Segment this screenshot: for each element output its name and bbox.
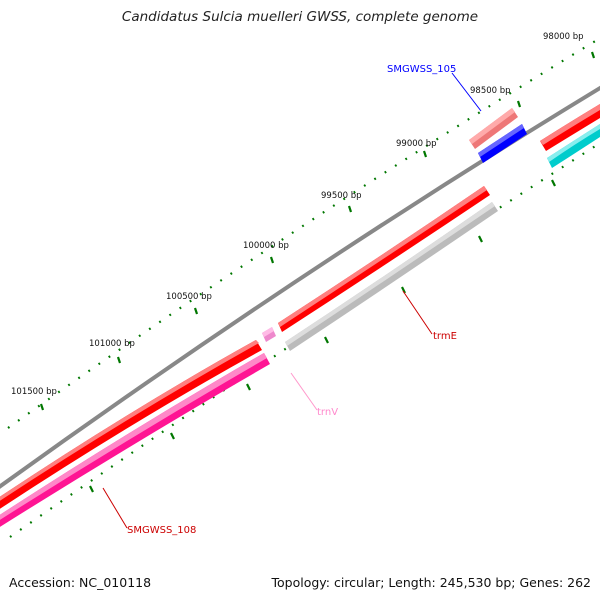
tick-label: 98000 bp — [543, 32, 584, 42]
tick-mark — [422, 150, 428, 158]
tick-mark — [590, 51, 596, 59]
tick-label: 100000 bp — [243, 241, 289, 251]
accession-label: Accession: NC_010118 — [9, 575, 152, 590]
gene-smgwss-105 — [469, 108, 518, 149]
leader-trme — [402, 290, 433, 335]
tick-label: 100500 bp — [166, 292, 212, 302]
tick-mark — [39, 403, 45, 411]
label-trme: trmE — [433, 331, 457, 342]
gene-forward-large — [278, 186, 490, 332]
gene-cyan — [547, 124, 600, 168]
tick-mark — [170, 432, 175, 440]
gene-trnv — [262, 327, 276, 342]
label-trnv: trnV — [317, 407, 338, 418]
genome-summary: Topology: circular; Length: 245,530 bp; … — [271, 575, 592, 590]
tick-label: 99500 bp — [321, 191, 362, 201]
tick-mark — [89, 485, 94, 493]
tick-mark — [347, 205, 353, 213]
label-smgwss-108: SMGWSS_108 — [127, 525, 196, 536]
tick-mark — [401, 286, 406, 294]
tick-mark — [193, 307, 199, 315]
gene-forward-top-right — [540, 104, 600, 151]
tick-label: 99000 bp — [396, 139, 437, 149]
map-title: Candidatus Sulcia muelleri GWSS, complet… — [121, 9, 479, 25]
tick-label: 101000 bp — [89, 339, 135, 349]
tick-label: 101500 bp — [11, 387, 57, 397]
tick-mark — [516, 100, 522, 108]
tick-label: 98500 bp — [470, 86, 511, 96]
leader-smgwss-105 — [451, 72, 482, 112]
gene-blue — [478, 124, 527, 163]
tick-mark — [246, 383, 251, 391]
tick-mark — [551, 179, 556, 187]
tick-labels: 98000 bp 98500 bp 99000 bp 99500 bp 1000… — [11, 32, 584, 397]
label-smgwss-105: SMGWSS_105 — [387, 64, 456, 75]
inner-major-ticks — [89, 179, 556, 493]
genome-backbone — [0, 85, 600, 489]
major-ticks — [39, 51, 596, 411]
tick-mark — [269, 256, 275, 264]
gene-reverse-grey — [285, 202, 498, 351]
tick-mark — [116, 356, 122, 364]
gene-reverse-pink — [0, 353, 270, 527]
tick-mark — [324, 336, 329, 344]
scale-ring — [7, 39, 598, 429]
tick-mark — [478, 235, 483, 243]
gene-smgwss-108 — [0, 340, 262, 509]
leader-smgwss-108 — [102, 487, 128, 529]
leader-trnv — [290, 372, 318, 411]
